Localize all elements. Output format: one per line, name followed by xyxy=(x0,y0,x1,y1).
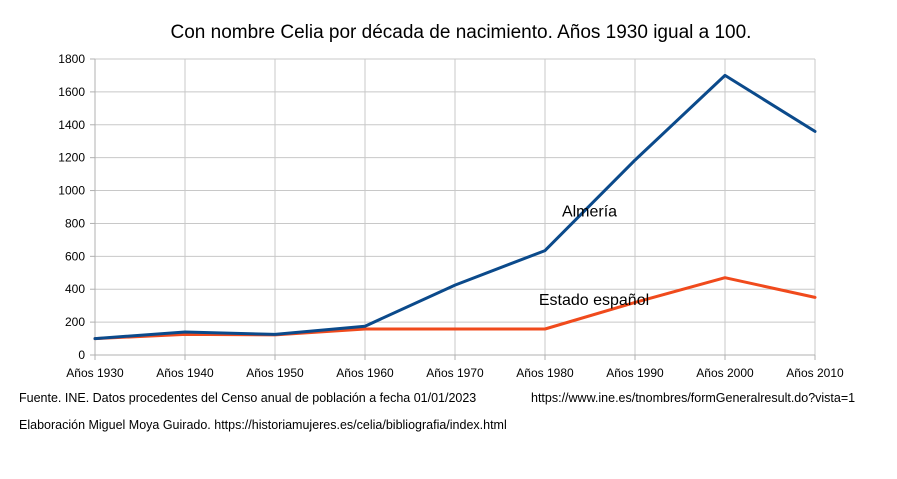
y-tick-label: 0 xyxy=(78,348,85,362)
series-labels: Almería Estado español xyxy=(539,203,649,309)
series-lines xyxy=(93,73,817,341)
y-tick-label: 800 xyxy=(65,216,85,230)
series-label: Almería xyxy=(562,203,617,220)
axes: 0 200 400 600 800 1000 1200 1400 1600 1800 Años 19… xyxy=(58,52,844,380)
series-line-almer-a xyxy=(93,73,817,341)
y-tick-label: 1000 xyxy=(58,184,85,198)
source-url: https://www.ine.es/tnombres/formGeneralr… xyxy=(531,391,856,405)
grid-lines xyxy=(94,58,816,356)
source-note: Fuente. INE. Datos procedentes del Censo… xyxy=(19,391,477,405)
y-tick-label: 1400 xyxy=(58,118,85,132)
series-line-estado-espa-ol xyxy=(93,276,817,341)
x-tick-label: Años 1970 xyxy=(426,366,484,380)
x-tick-label: Años 1950 xyxy=(246,366,304,380)
x-tick-label: Años 2010 xyxy=(786,366,844,380)
chart-title: Con nombre Celia por década de nacimient… xyxy=(171,22,752,43)
author-note: Elaboración Miguel Moya Guirado. https:/… xyxy=(19,418,507,432)
y-tick-label: 1600 xyxy=(58,85,85,99)
y-tick-label: 1800 xyxy=(58,52,85,66)
y-tick-label: 1200 xyxy=(58,151,85,165)
x-tick-label: Años 1930 xyxy=(66,366,124,380)
x-tick-label: Años 1990 xyxy=(606,366,664,380)
y-tick-label: 200 xyxy=(65,315,85,329)
x-tick-label: Años 1940 xyxy=(156,366,214,380)
series-label: Estado español xyxy=(539,292,649,309)
x-tick-label: Años 2000 xyxy=(696,366,754,380)
x-tick-label: Años 1960 xyxy=(336,366,394,380)
y-tick-label: 600 xyxy=(65,249,85,263)
x-tick-label: Años 1980 xyxy=(516,366,574,380)
y-tick-label: 400 xyxy=(65,282,85,296)
